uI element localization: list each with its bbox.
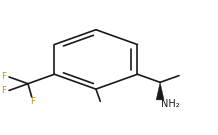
Text: NH₂: NH₂ [161,99,179,109]
Polygon shape [156,82,164,100]
Text: F: F [30,97,35,106]
Text: F: F [1,86,6,95]
Text: F: F [1,72,6,81]
